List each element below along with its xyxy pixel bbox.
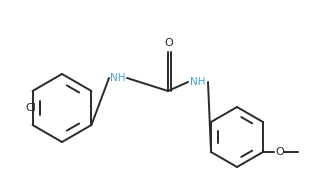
Text: O: O	[276, 147, 284, 157]
Text: O: O	[165, 38, 173, 48]
Text: NH: NH	[110, 73, 126, 83]
Text: Cl: Cl	[25, 103, 36, 113]
Text: NH: NH	[190, 77, 206, 87]
